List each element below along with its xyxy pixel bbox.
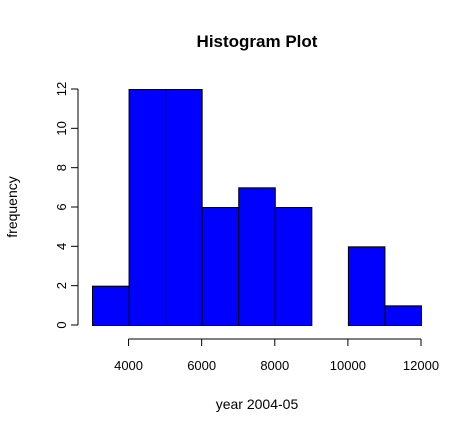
bars-group bbox=[92, 89, 423, 327]
y-tick-label: 0 bbox=[54, 321, 69, 328]
histogram-bar-5 bbox=[274, 207, 313, 326]
chart-title: Histogram Plot bbox=[197, 32, 318, 51]
y-tick-label: 12 bbox=[54, 82, 69, 96]
histogram-bar-0 bbox=[92, 285, 130, 326]
histogram-bar-2 bbox=[165, 89, 203, 326]
y-axis: 0 2 4 6 8 10 12 bbox=[54, 82, 79, 329]
histogram-bar-4 bbox=[238, 187, 276, 326]
histogram-bar-8 bbox=[384, 305, 423, 327]
y-tick-label: 2 bbox=[54, 282, 69, 289]
y-tick-label: 8 bbox=[54, 164, 69, 171]
x-axis: 4000 6000 8000 10000 12000 bbox=[114, 338, 439, 373]
x-tick-label: 10000 bbox=[330, 358, 366, 373]
y-axis-label: frequency bbox=[4, 176, 20, 237]
histogram-bar-7 bbox=[347, 246, 386, 326]
x-tick-label: 8000 bbox=[260, 358, 289, 373]
x-axis-label: year 2004-05 bbox=[216, 396, 299, 412]
y-tick-label: 6 bbox=[54, 203, 69, 210]
y-tick-label: 10 bbox=[54, 121, 69, 135]
x-tick-label: 4000 bbox=[114, 358, 143, 373]
x-tick-label: 6000 bbox=[187, 358, 216, 373]
histogram-bar-3 bbox=[201, 207, 240, 326]
x-tick-label: 12000 bbox=[403, 358, 439, 373]
y-tick-label: 4 bbox=[54, 243, 69, 250]
histogram-bar-1 bbox=[128, 89, 167, 326]
